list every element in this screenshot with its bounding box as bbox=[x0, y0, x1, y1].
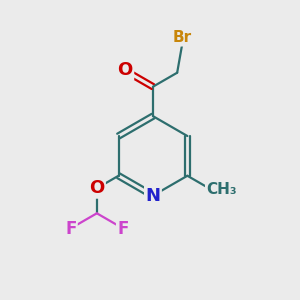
Text: N: N bbox=[146, 187, 160, 205]
Text: F: F bbox=[65, 220, 76, 238]
Text: CH₃: CH₃ bbox=[206, 182, 237, 196]
Text: O: O bbox=[118, 61, 133, 80]
Text: F: F bbox=[117, 220, 129, 238]
Text: O: O bbox=[89, 179, 104, 197]
Text: Br: Br bbox=[173, 30, 192, 45]
